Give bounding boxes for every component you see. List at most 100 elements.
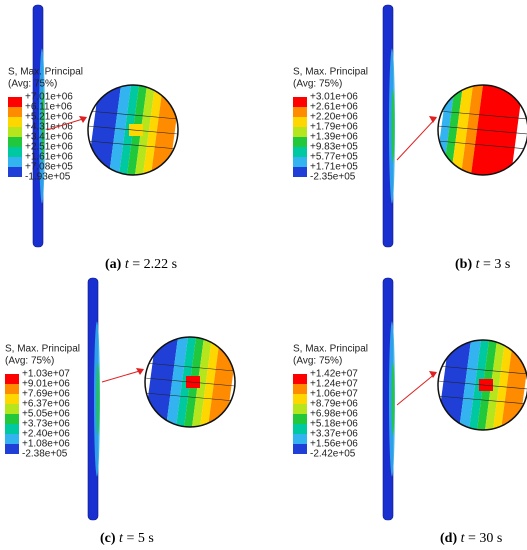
zoom-band [443,85,463,175]
zoom [145,337,235,427]
legend-swatch [293,117,307,127]
zoom-border [437,339,527,431]
legend-swatch [8,137,22,147]
legend-title: S, Max. Principal [8,67,83,78]
zoom-mesh [438,365,527,375]
legend-swatch [293,414,307,424]
legend-label: +8.79e+06 [310,399,358,410]
zoom-band [438,340,471,430]
zoom-band [88,85,121,175]
zoom-band [145,337,178,427]
legend-label: +6.11e+06 [25,102,73,113]
caption-tag: (c) [100,531,116,546]
caption-symbol: t [461,531,466,546]
legend-label: +1.61e+06 [25,152,73,163]
legend-label: +3.73e+06 [22,419,70,430]
legend-label: +2.61e+06 [310,102,358,113]
legend-swatch [5,424,19,434]
legend-label: -2.35e+05 [310,172,356,183]
zoom-band [471,85,523,175]
legend-subtitle: (Avg: 75%) [8,79,57,90]
zoom-mesh [88,125,178,135]
zoom [88,85,178,175]
zoom-band [451,85,473,175]
arrow [396,372,437,406]
zoom-border [144,336,236,428]
legend-label: +9.01e+06 [22,379,70,390]
zoom-mesh [438,125,527,135]
caption-symbol: t [476,257,481,272]
zoom-band [166,337,188,427]
legend-swatch [293,137,307,147]
legend-label: +2.20e+06 [310,112,358,123]
legend-swatch [5,394,19,404]
legend-swatch [293,157,307,167]
zoom-border [437,84,527,176]
zoom-band [192,337,212,427]
zoom-mesh [438,140,527,150]
zoom-band [485,340,505,430]
caption: (d) t = 30 s [440,531,502,546]
legend-swatch [8,97,22,107]
caption-tag: (d) [440,531,457,546]
caption: (c) t = 5 s [100,531,154,546]
zoom-band [143,85,163,175]
zoom-mesh [145,362,235,372]
legend-label: +5.21e+06 [25,112,73,123]
legend-label: +6.98e+06 [310,409,358,420]
legend-title: S, Max. Principal [5,344,80,355]
legend-swatch [8,107,22,117]
zoom-band [461,85,483,175]
arrow-head [429,371,437,378]
legend-label: +1.42e+07 [310,369,358,380]
legend-label: +3.41e+06 [25,132,73,143]
legend-swatch [293,384,307,394]
caption: (a) t = 2.22 s [105,257,177,272]
legend-label: +1.08e+06 [22,439,70,450]
legend-swatch [8,127,22,137]
legend-title: S, Max. Principal [293,67,368,78]
legend-swatch [293,107,307,117]
legend-title: S, Max. Principal [293,344,368,355]
zoom-band [135,85,155,175]
legend-swatch [293,374,307,384]
legend-label: +2.40e+06 [22,429,70,440]
legend-subtitle: (Avg: 75%) [293,356,342,367]
rod-stress-core [391,362,395,436]
legend-label: +9.83e+05 [310,142,358,153]
caption-tag: (a) [105,257,122,272]
panel: S, Max. Principal(Avg: 75%) +1.42e+07+1.2… [293,277,527,546]
zoom [438,85,527,175]
zoom-band [493,340,513,430]
zoom-mesh [88,110,178,120]
rod-stress-core [96,362,100,436]
legend-label: +1.06e+07 [310,389,358,400]
zoom-band [459,340,481,430]
arrow-head [79,116,87,123]
rod-stress-core [41,89,45,163]
zoom-band [200,337,220,427]
legend-swatch [8,157,22,167]
caption-symbol: t [119,531,124,546]
panel: S, Max. Principal(Avg: 75%) +7.01e+06+6.1… [8,4,179,272]
legend-swatch [293,434,307,444]
caption-symbol: t [125,257,130,272]
caption-text: = 30 s [468,531,502,546]
legend-label: +1.56e+06 [310,439,358,450]
legend-swatch [8,117,22,127]
arrow [396,117,437,161]
panel: S, Max. Principal(Avg: 75%) +3.01e+06+2.6… [293,4,527,272]
arrow [101,369,144,383]
zoom-mesh [438,395,527,405]
rod-stress-core [391,89,395,163]
arrow-head [429,116,437,123]
caption: (b) t = 3 s [455,257,510,272]
legend-swatch [293,404,307,414]
legend-label: +5.18e+06 [310,419,358,430]
legend-swatch [5,404,19,414]
legend-label: -2.38e+05 [22,449,68,460]
legend-label: -2.42e+05 [310,449,356,460]
legend-swatch [5,384,19,394]
zoom-mesh [438,110,527,120]
legend-swatch [293,424,307,434]
